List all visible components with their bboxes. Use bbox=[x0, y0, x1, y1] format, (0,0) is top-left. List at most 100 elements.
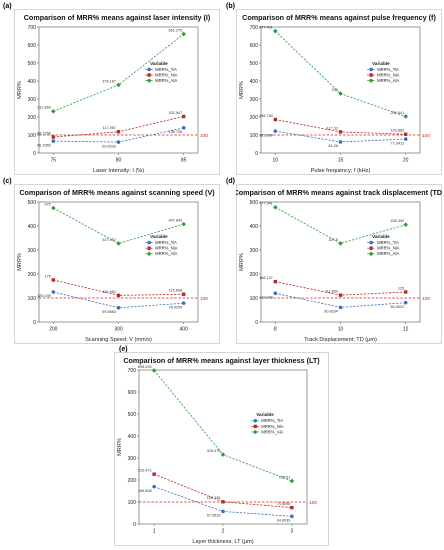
data-point bbox=[220, 452, 226, 457]
y-axis-label: MRR% bbox=[17, 81, 23, 99]
y-axis-label: MRR% bbox=[117, 438, 123, 456]
data-point bbox=[338, 293, 343, 297]
data-label: 378.167 bbox=[102, 79, 116, 83]
chart-c: Comparison of MRR% means against scannin… bbox=[14, 184, 220, 344]
chart-title: Comparison of MRR% means against laser i… bbox=[24, 13, 211, 22]
legend-title: Variable bbox=[256, 412, 274, 417]
data-point bbox=[289, 478, 295, 484]
data-label: 110.961 bbox=[103, 290, 116, 294]
y-tick-label: 200 bbox=[250, 272, 259, 278]
data-label: 61.26 bbox=[328, 144, 338, 148]
chart-title: Comparison of MRR% means against scannin… bbox=[19, 188, 215, 197]
legend-entry: MRR%_AlA bbox=[155, 78, 177, 83]
x-axis-label: Pulse frequency; f (kHz) bbox=[311, 168, 371, 174]
chart-svg: Comparison of MRR% means against track d… bbox=[236, 184, 442, 344]
y-axis-label: MRR% bbox=[17, 253, 23, 271]
data-point bbox=[338, 130, 343, 134]
reference-label: 100 bbox=[200, 296, 208, 302]
y-tick-label: 400 bbox=[28, 79, 37, 85]
y-tick-label: 700 bbox=[28, 25, 37, 31]
y-axis-label: MRR% bbox=[239, 81, 245, 99]
y-tick-label: 100 bbox=[28, 133, 37, 139]
data-label: 327.157 bbox=[102, 238, 116, 242]
y-tick-label: 600 bbox=[28, 43, 37, 49]
data-point bbox=[181, 301, 186, 305]
data-label: 202.947 bbox=[168, 111, 182, 115]
data-label: 119.608 bbox=[259, 295, 272, 299]
data-point bbox=[338, 305, 343, 310]
data-label: 677.451 bbox=[259, 25, 273, 29]
data-label: 202.941 bbox=[390, 111, 404, 115]
data-point bbox=[403, 290, 408, 294]
chart-title: Comparison of MRR% means against pulse f… bbox=[242, 13, 436, 22]
data-label: 125 bbox=[398, 286, 404, 290]
data-label: 78.4254 bbox=[168, 305, 182, 309]
series-line bbox=[275, 206, 406, 244]
legend-title: Variable bbox=[150, 61, 168, 66]
data-label: 330 bbox=[332, 88, 338, 92]
data-point bbox=[273, 129, 278, 133]
y-tick-label: 0 bbox=[255, 320, 258, 326]
data-label: 60.8334 bbox=[324, 310, 338, 314]
chart-svg: Comparison of MRR% means against layer t… bbox=[114, 352, 329, 546]
data-label: 74.5098 bbox=[277, 502, 291, 506]
y-tick-label: 200 bbox=[28, 272, 37, 278]
chart-svg: Comparison of MRR% means against laser i… bbox=[14, 9, 220, 175]
reference-label: 100 bbox=[422, 133, 430, 139]
chart-d: Comparison of MRR% means against track d… bbox=[236, 184, 442, 344]
data-point bbox=[221, 509, 225, 514]
panel-label-b: (b) bbox=[226, 3, 235, 10]
data-point bbox=[273, 117, 278, 122]
y-tick-label: 700 bbox=[128, 368, 137, 374]
data-point bbox=[369, 67, 373, 72]
legend-entry: MRR%_AlA bbox=[155, 251, 177, 256]
data-label: 57.0833 bbox=[207, 514, 221, 518]
data-label: 168.137 bbox=[259, 276, 273, 280]
data-point bbox=[51, 135, 56, 139]
data-label: 125.039 bbox=[37, 294, 51, 298]
data-point bbox=[181, 31, 186, 37]
data-label: 60.6333 bbox=[102, 144, 116, 148]
data-label: 661.275 bbox=[168, 28, 182, 32]
y-tick-label: 500 bbox=[250, 200, 259, 206]
x-tick-label: 12 bbox=[403, 327, 409, 333]
data-point bbox=[152, 484, 156, 489]
chart-svg: Comparison of MRR% means against scannin… bbox=[14, 184, 220, 344]
x-tick-label: 20 bbox=[403, 158, 409, 164]
series-line bbox=[53, 291, 184, 309]
y-tick-label: 500 bbox=[250, 61, 259, 67]
legend-entry: MRR%_NiA bbox=[377, 246, 400, 251]
y-tick-label: 100 bbox=[128, 500, 137, 506]
data-point bbox=[147, 67, 151, 72]
data-label: 231.863 bbox=[37, 106, 51, 110]
reference-label: 100 bbox=[422, 296, 430, 302]
data-point bbox=[253, 419, 258, 423]
data-point bbox=[290, 514, 294, 519]
data-point bbox=[152, 472, 156, 476]
y-tick-label: 600 bbox=[250, 43, 259, 49]
data-point bbox=[116, 140, 121, 144]
y-tick-label: 100 bbox=[250, 296, 259, 302]
legend-title: Variable bbox=[372, 61, 390, 66]
series-line bbox=[53, 207, 184, 244]
data-label: 59.5883 bbox=[102, 310, 116, 314]
legend-entry: MRR%_TiA bbox=[377, 67, 399, 72]
y-tick-label: 0 bbox=[255, 151, 258, 157]
y-tick-label: 400 bbox=[128, 434, 137, 440]
data-point bbox=[368, 78, 374, 83]
data-point bbox=[273, 279, 278, 284]
data-label: 121.569 bbox=[259, 133, 273, 137]
x-tick-label: 8 bbox=[274, 327, 277, 333]
x-axis-label: Track Displacement; TD (μm) bbox=[304, 337, 377, 343]
x-tick-label: 10 bbox=[338, 327, 344, 333]
chart-title: Comparison of MRR% means against track d… bbox=[236, 188, 442, 197]
data-point bbox=[51, 108, 56, 114]
y-tick-label: 300 bbox=[250, 248, 259, 254]
data-point bbox=[181, 126, 186, 130]
y-tick-label: 200 bbox=[128, 478, 137, 484]
legend-title: Variable bbox=[372, 234, 390, 239]
legend-entry: MRR%_TiA bbox=[261, 418, 283, 423]
data-label: 103.882 bbox=[390, 129, 404, 133]
chart-e: Comparison of MRR% means against layer t… bbox=[114, 352, 329, 546]
chart-b: Comparison of MRR% means against pulse f… bbox=[236, 9, 442, 175]
